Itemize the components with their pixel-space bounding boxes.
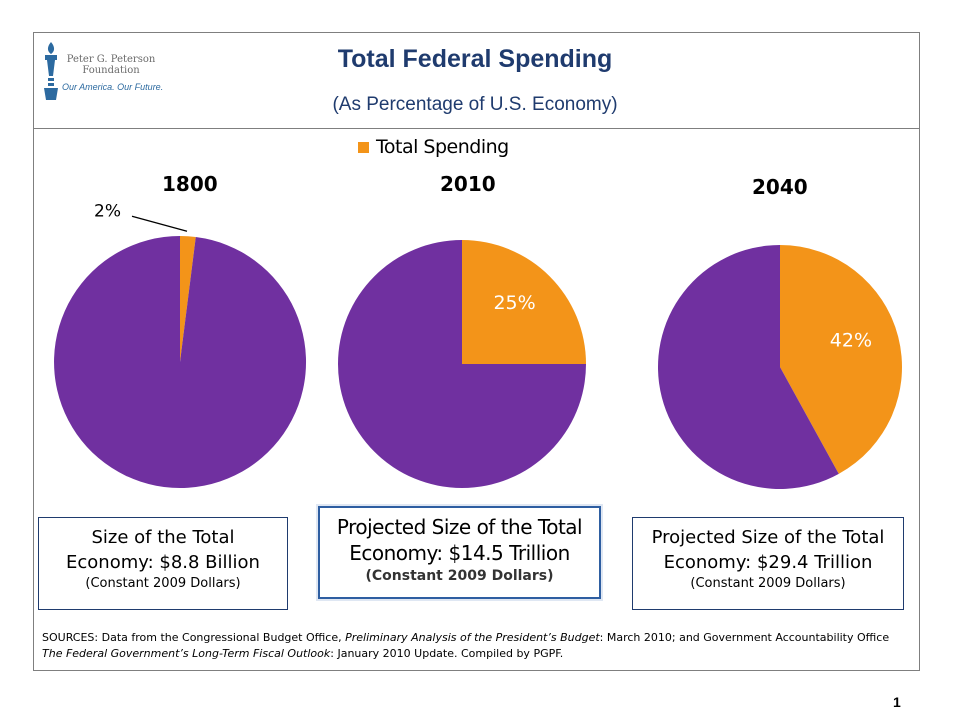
pie-1800-slice-rest-of-economy (54, 236, 307, 488)
pie-1800-data-label: 2% (94, 201, 121, 221)
economy-size-box-2040: Projected Size of the Total Economy: $29… (632, 517, 904, 610)
economy-size-box-2010: Projected Size of the Total Economy: $14… (318, 506, 601, 599)
economy-size-note: (Constant 2009 Dollars) (85, 576, 241, 591)
pie-title-1800: 1800 (162, 172, 218, 196)
header-divider (33, 128, 920, 129)
economy-size-line-b: Economy: $14.5 Trillion (349, 541, 570, 565)
economy-size-line-a: Projected Size of the Total (336, 515, 583, 539)
logo-tagline: Our America. Our Future. (62, 82, 164, 92)
sources-middle: : March 2010; and Government Accountabil… (599, 631, 890, 644)
torch-icon (44, 42, 58, 100)
economy-size-note: (Constant 2009 Dollars) (690, 576, 846, 591)
legend-label-total-spending: Total Spending (376, 136, 509, 158)
pie-2040-slice-rest-of-economy (657, 245, 839, 489)
sources-doc-title-2: The Federal Government’s Long-Term Fisca… (42, 647, 331, 660)
slide-frame (33, 32, 920, 671)
logo-name: Peter G. Peterson Foundation (64, 54, 158, 76)
economy-size-box-1800: Size of the Total Economy: $8.8 Billion … (38, 517, 288, 610)
page-title: Total Federal Spending (337, 45, 613, 73)
sources-note: SOURCES: Data from the Congressional Bud… (42, 630, 912, 662)
pie-title-2010: 2010 (440, 172, 496, 196)
pie-2010-slice-rest-of-economy (338, 240, 586, 488)
pie-1800-callout-line (131, 215, 188, 232)
pie-1800-slice-total-spending (180, 236, 196, 362)
page-subtitle: (As Percentage of U.S. Economy) (332, 94, 618, 115)
peterson-foundation-logo: Peter G. Peterson Foundation Our America… (40, 38, 170, 104)
economy-size-line-b: Economy: $29.4 Trillion (663, 552, 873, 573)
economy-size-note: (Constant 2009 Dollars) (365, 568, 554, 584)
economy-size-line-a: Size of the Total (91, 527, 235, 548)
sources-doc-title-1: Preliminary Analysis of the President’s … (345, 631, 600, 644)
sources-suffix: : January 2010 Update. Compiled by PGPF. (330, 647, 564, 660)
pie-2010-slice-total-spending (462, 240, 586, 364)
legend-swatch-total-spending (358, 141, 369, 153)
economy-size-line-a: Projected Size of the Total (651, 527, 885, 548)
pie-2040-slice-total-spending (780, 245, 902, 474)
logo-name-line1: Peter G. Peterson (66, 54, 156, 65)
sources-prefix: SOURCES: Data from the Congressional Bud… (42, 631, 346, 644)
pie-title-2040: 2040 (752, 175, 808, 199)
page-number: 1 (893, 694, 901, 710)
pie-2040-data-label: 42% (830, 329, 872, 351)
chart-legend: Total Spending (358, 136, 509, 158)
economy-size-line-b: Economy: $8.8 Billion (66, 552, 260, 573)
logo-name-line2: Foundation (82, 65, 140, 76)
pie-2010-data-label: 25% (493, 292, 535, 314)
